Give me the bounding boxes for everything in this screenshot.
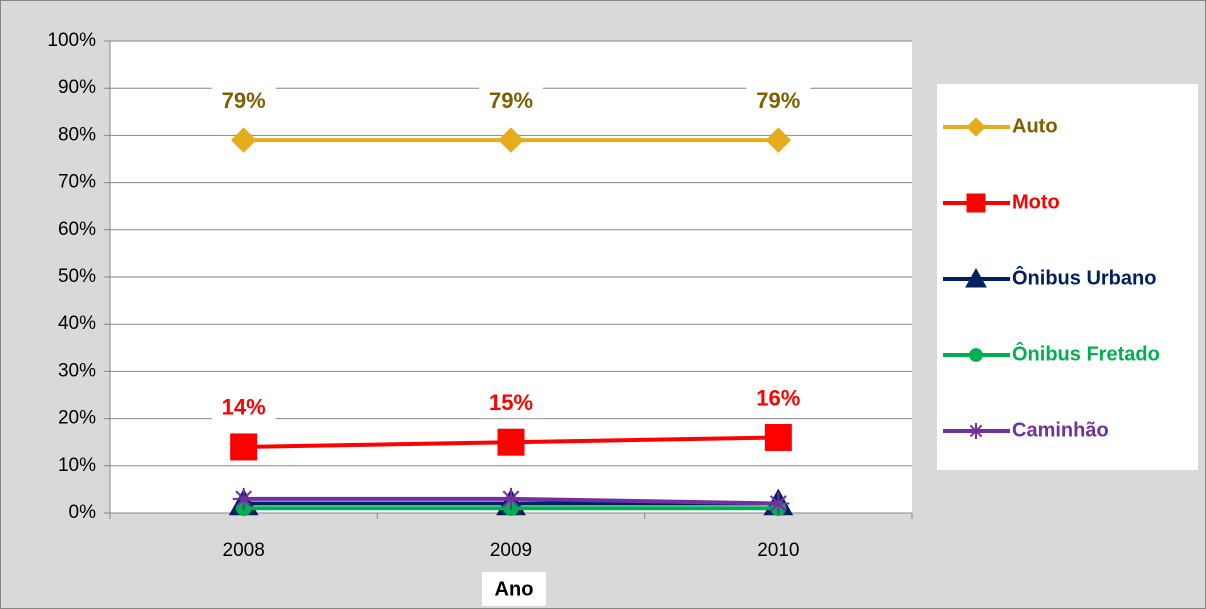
legend-label: Ônibus Fretado: [1012, 341, 1160, 365]
data-label: 15%: [489, 390, 533, 415]
x-tick-label: 2009: [490, 540, 532, 561]
y-tick-label: 70%: [58, 172, 96, 193]
data-label-bg: [746, 86, 811, 117]
data-label: 79%: [222, 88, 266, 113]
y-tick-label: 90%: [58, 77, 96, 98]
data-label-bg: [211, 392, 276, 423]
legend-label: Caminhão: [1012, 419, 1109, 441]
data-label: 79%: [756, 88, 800, 113]
data-label-bg: [211, 86, 276, 117]
x-tick-label: 2008: [223, 540, 265, 561]
marker: [498, 127, 524, 153]
y-tick-label: 100%: [47, 30, 96, 51]
marker: [969, 348, 983, 362]
marker: [230, 127, 257, 153]
marker: [968, 423, 984, 439]
marker: [767, 492, 790, 515]
marker: [497, 428, 525, 456]
marker: [230, 433, 258, 461]
marker: [965, 267, 987, 288]
marker: [232, 487, 255, 510]
data-label-bg: [746, 383, 811, 414]
legend-label: Moto: [1012, 191, 1060, 213]
y-tick-label: 60%: [58, 219, 96, 240]
data-label-bg: [479, 86, 543, 117]
y-tick-label: 10%: [58, 455, 96, 476]
y-tick-label: 40%: [58, 313, 96, 334]
y-tick-label: 20%: [58, 408, 96, 429]
x-tick-label: 2010: [757, 540, 799, 561]
legend-label: Auto: [1012, 115, 1058, 137]
data-label: 79%: [489, 88, 533, 113]
y-tick-label: 80%: [58, 124, 96, 145]
data-label: 14%: [222, 395, 266, 420]
y-tick-label: 50%: [58, 266, 96, 287]
data-label-bg: [479, 388, 543, 419]
x-label-box: [482, 572, 546, 606]
marker: [765, 127, 792, 153]
y-tick-label: 0%: [69, 502, 97, 523]
data-label: 16%: [756, 385, 800, 410]
marker: [500, 487, 522, 510]
marker: [764, 423, 792, 451]
marker: [966, 193, 986, 213]
x-axis-label: Ano: [495, 578, 534, 600]
legend-label: Ônibus Urbano: [1012, 265, 1156, 289]
marker: [966, 117, 986, 137]
y-tick-label: 30%: [58, 360, 96, 381]
